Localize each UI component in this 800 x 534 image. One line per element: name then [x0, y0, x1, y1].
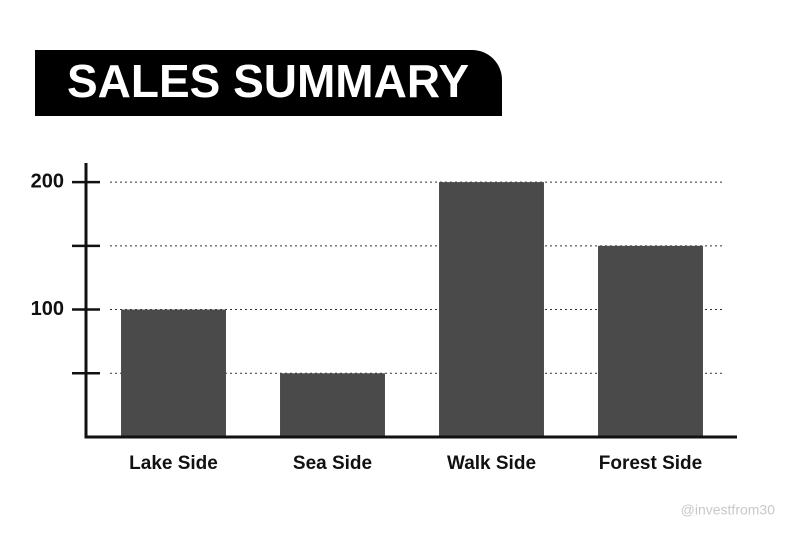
x-tick-label: Forest Side [599, 453, 702, 474]
x-tick-label: Lake Side [129, 453, 218, 474]
bar [121, 309, 226, 437]
chart-title: SALES SUMMARY [67, 55, 469, 107]
title-box [35, 50, 502, 116]
bar [439, 182, 544, 437]
y-tick-label: 200 [31, 170, 64, 192]
watermark: @investfrom30 [681, 502, 776, 518]
x-tick-label: Walk Side [447, 453, 536, 474]
bar [598, 245, 703, 437]
bar [280, 373, 385, 437]
x-tick-label: Sea Side [293, 453, 372, 474]
y-tick-label: 100 [31, 298, 64, 320]
